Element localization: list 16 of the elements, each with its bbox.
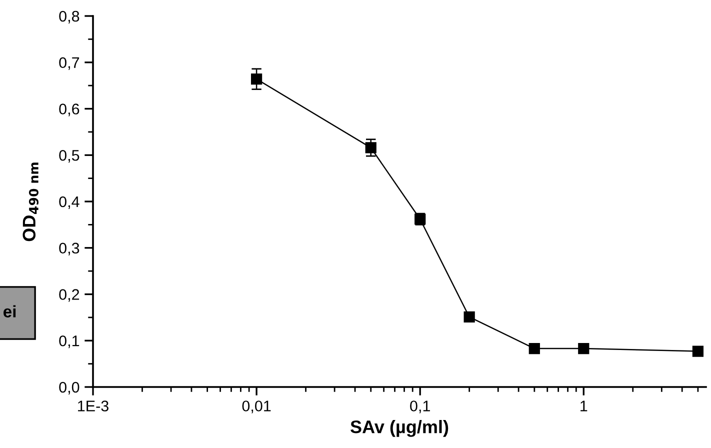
- x-axis-title: SAv (µg/ml): [350, 420, 448, 437]
- y-tick-label: 0,8: [59, 10, 80, 24]
- x-tick-label: 0,1: [410, 400, 430, 414]
- y-tick-label: 0,7: [59, 57, 80, 70]
- y-tick-label: 0,3: [59, 242, 80, 256]
- x-tick-label: 1: [580, 400, 588, 412]
- x-tick-label: 0,01: [242, 400, 271, 414]
- y-tick-label: 0,2: [59, 289, 80, 302]
- y-tick-label: 0,4: [59, 196, 80, 209]
- y-tick-label: 0,1: [59, 335, 80, 348]
- y-tick-label: 0,6: [59, 104, 80, 116]
- y-tick-label: 0,5: [59, 150, 80, 163]
- text: ei: [3, 305, 16, 318]
- y-axis-title: OD$_{490 nm}$: [22, 162, 38, 242]
- x-tick-label: 1E-3: [78, 400, 108, 412]
- y-tick-label: 0,0: [59, 382, 80, 394]
